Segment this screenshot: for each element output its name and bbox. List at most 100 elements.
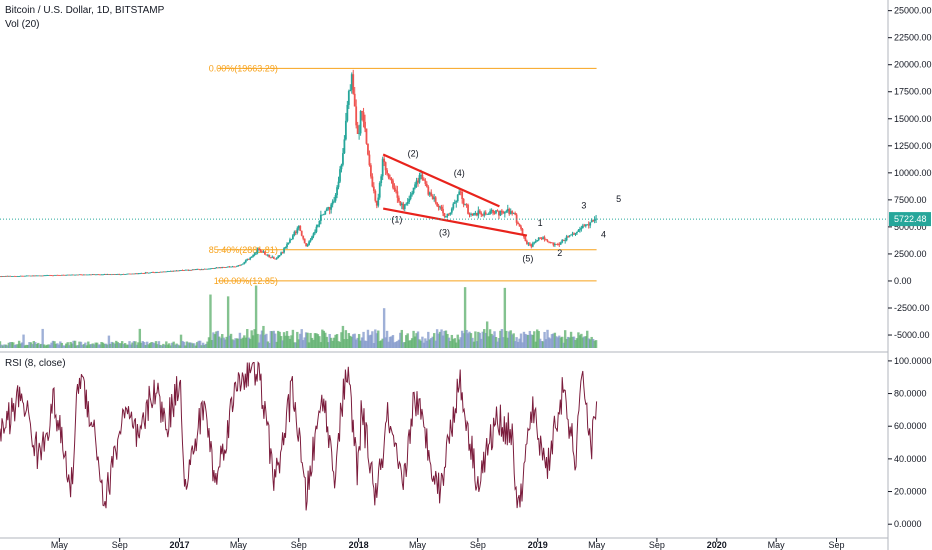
candle-body <box>440 206 443 209</box>
candle-body <box>65 274 68 276</box>
volume-bar <box>331 340 334 348</box>
volume-indicator-label[interactable]: Vol (20) <box>5 19 40 30</box>
candle-body <box>156 272 159 273</box>
candle-body <box>113 274 116 275</box>
volume-bar <box>581 337 585 348</box>
axes[interactable]: 25000.0022500.0020000.0017500.0015000.00… <box>0 6 932 550</box>
candle-body <box>265 254 268 256</box>
volume-bar <box>471 337 474 348</box>
volume-bar <box>475 341 479 348</box>
fib-retracement[interactable]: 0.00%(19663.29) 85.40%(2881.81) 100.00%(12… <box>209 63 597 286</box>
rsi-series-line <box>0 361 598 511</box>
candle-body <box>125 273 128 275</box>
volume-bar <box>566 336 570 348</box>
candle-body <box>452 203 455 209</box>
candle-body <box>309 239 312 242</box>
candle-body <box>21 275 23 277</box>
volume-bar <box>60 342 64 348</box>
volume-bar <box>516 341 520 348</box>
volume-bar <box>260 330 264 348</box>
volume-bar <box>246 329 249 348</box>
volume-bar <box>178 345 181 348</box>
candle-body <box>130 273 132 275</box>
candle-body <box>339 169 341 182</box>
volume-bar <box>490 333 493 348</box>
volume-bar <box>321 329 324 348</box>
volume-bar <box>474 331 477 348</box>
trend-lines[interactable] <box>382 153 528 237</box>
candle-body <box>81 274 84 276</box>
candle-body <box>377 197 380 206</box>
volume-bar <box>510 334 514 348</box>
volume-bar <box>278 331 281 348</box>
candle-body <box>509 211 512 215</box>
candle-body <box>520 226 522 229</box>
candle-body <box>30 275 32 277</box>
volume-bar <box>218 336 221 348</box>
candle-body <box>66 274 69 276</box>
candle-body <box>82 274 85 276</box>
candle-body <box>325 208 328 211</box>
volume-bar <box>232 340 236 348</box>
candle-body <box>161 271 163 273</box>
volume-bar <box>19 343 22 348</box>
price-axis-tick-label: 15000.00 <box>894 114 932 124</box>
price-axis-tick-label: 2500.00 <box>894 249 927 259</box>
volume-bar <box>234 338 237 348</box>
candle-body <box>545 239 547 241</box>
candle-body <box>477 210 480 216</box>
volume-bar <box>28 342 31 348</box>
volume-bar <box>559 337 562 348</box>
candle-body <box>337 181 340 188</box>
candle-body <box>289 239 291 243</box>
volume-bar <box>126 344 130 348</box>
volume-bar <box>415 333 418 348</box>
candle-body <box>359 111 362 134</box>
volume-bar <box>537 331 540 348</box>
candle-body <box>483 212 486 216</box>
candle-body <box>16 276 19 277</box>
volume-bar <box>38 344 41 348</box>
candle-body <box>514 213 517 215</box>
volume-bar <box>226 296 230 348</box>
candle-body <box>283 248 285 253</box>
volume-bar <box>50 342 53 348</box>
volume-bar <box>212 332 215 348</box>
candle-body <box>321 214 324 216</box>
candle-body <box>13 276 16 277</box>
symbol-title[interactable]: Bitcoin / U.S. Dollar, 1D, BITSTAMP <box>5 5 165 16</box>
volume-bar <box>40 343 43 348</box>
candle-body <box>250 256 253 258</box>
candle-body <box>52 275 54 277</box>
volume-bar <box>140 342 143 348</box>
volume-bar <box>574 340 577 348</box>
candle-body <box>581 225 584 229</box>
candle-body <box>252 254 255 257</box>
candle-body <box>110 274 113 276</box>
candle-body <box>495 210 497 214</box>
volume-bar <box>12 342 15 348</box>
candle-body <box>244 260 247 263</box>
candle-body <box>350 74 353 90</box>
volume-bar <box>594 340 598 348</box>
candle-body <box>556 244 559 245</box>
candle-body <box>239 265 241 267</box>
volume-bar <box>272 330 275 348</box>
volume-bar <box>131 342 134 348</box>
candle-body <box>186 269 188 271</box>
candle-body <box>318 220 321 225</box>
candle-body <box>305 243 308 247</box>
last-price-label: 5722.48 <box>894 214 927 224</box>
volume-bar <box>4 344 8 348</box>
volume-bar <box>480 338 483 348</box>
candle-body <box>346 104 349 121</box>
candle-body <box>224 267 227 268</box>
volume-bar <box>159 344 162 348</box>
rsi-indicator-label[interactable]: RSI (8, close) <box>5 358 66 369</box>
volume-bar <box>215 331 218 348</box>
volume-bar <box>73 340 77 348</box>
volume-bar <box>25 344 28 348</box>
volume-bar <box>35 343 38 348</box>
volume-bar <box>6 345 9 348</box>
